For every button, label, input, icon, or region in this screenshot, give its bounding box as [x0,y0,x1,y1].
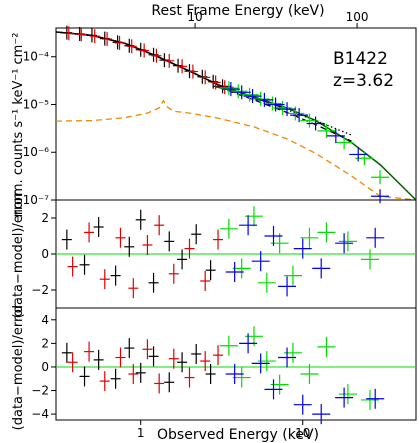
top-tick-label: 100 [346,10,369,24]
y-tick-label: 4 [41,313,49,327]
top-axis-label: Rest Frame Energy (keV) [151,3,324,19]
y-tick-label: 0 [41,247,49,261]
x-tick-label: 1 [137,426,145,440]
y-tick-label: 10⁻⁴ [23,50,50,64]
y-tick-label: 10⁻⁷ [23,193,50,207]
y-tick-label: 2 [41,336,49,350]
top-tick-label: 10 [187,10,202,24]
redshift: z=3.62 [333,71,394,91]
x-tick-label: 10 [295,426,310,440]
residuals-ylabel-1: (data−model)/error [11,191,26,318]
y-tick-label: 10⁻⁵ [23,97,50,111]
residuals-ylabel-2: (data−model)/error [11,303,26,430]
y-tick-label: −2 [31,283,49,297]
spectrum-ylabel: norm. counts s⁻¹ keV⁻¹ cm⁻² [11,33,26,218]
model-line [55,31,219,86]
panel-frame-3 [55,307,417,421]
y-tick-label: −2 [31,384,49,398]
y-tick-label: 10⁻⁶ [23,145,50,159]
y-tick-label: −4 [31,407,49,421]
y-tick-label: 2 [41,211,49,225]
bottom-axis-label: Observed Energy (keV) [157,427,319,443]
model-line [55,99,417,201]
source-name: B1422 [333,49,388,69]
y-tick-label: 0 [41,360,49,374]
model-line [217,84,417,201]
plot-layer: 10⁻⁴ 10⁻⁵ 10⁻⁶ 10⁻⁷ 10 100 2 0 −2 4 2 0 −2 −4 1 10 [23,10,417,440]
